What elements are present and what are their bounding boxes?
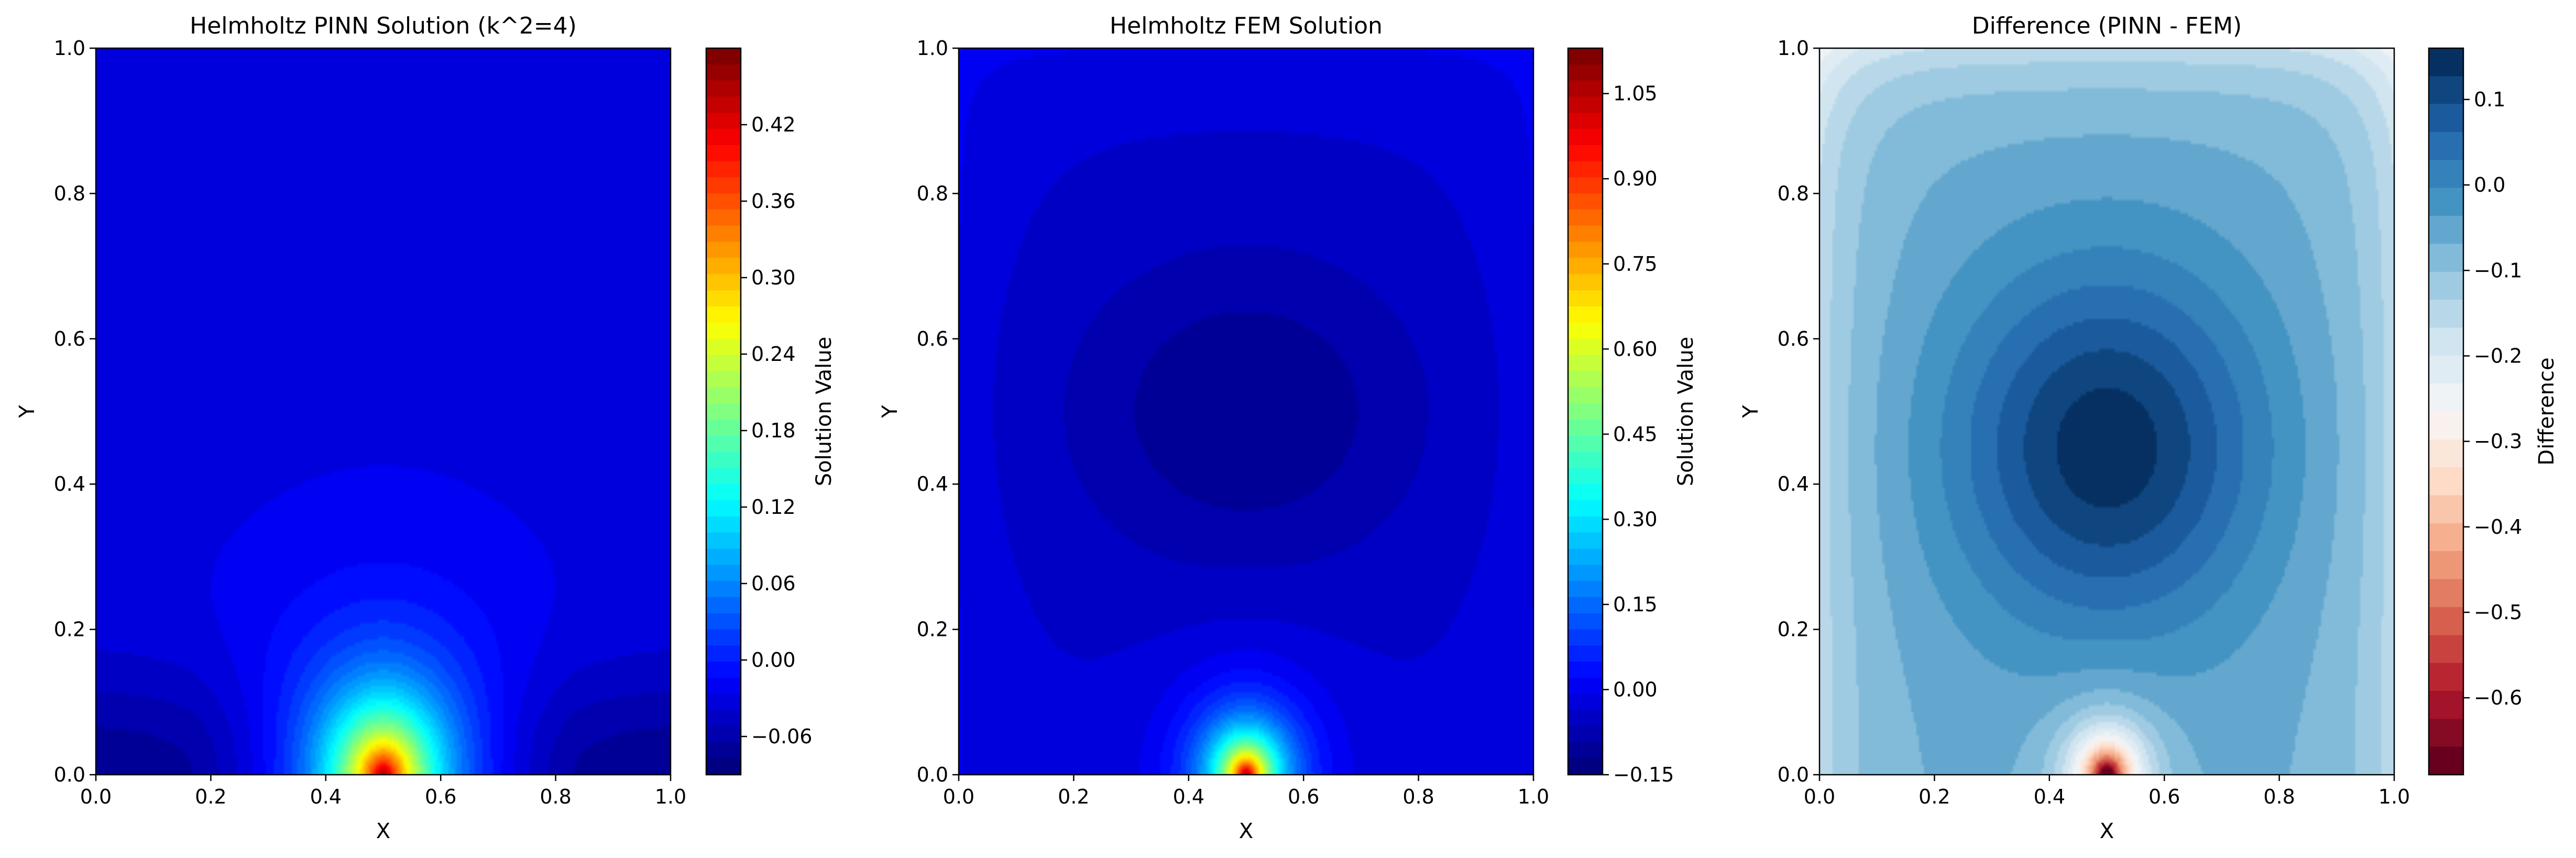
x-axis-label: X [376,819,390,843]
y-tick-label: 0.8 [917,182,948,205]
colorbar-tick-label: 0.45 [1613,423,1658,446]
x-tick-label: 0.8 [540,785,571,808]
colorbar [2429,48,2463,775]
x-tick-label: 0.2 [195,785,226,808]
x-tick-label: 0.4 [2034,785,2065,808]
y-tick-label: 1.0 [1778,37,1809,60]
x-axis-label: X [2100,819,2114,843]
y-tick-label: 0.8 [54,182,85,205]
chart-panel-1: Helmholtz PINN Solution (k^2=4) 0.0 0.2 0.4… [15,13,836,843]
colorbar-tick-label: 1.05 [1613,82,1658,105]
y-tick-label: 0.2 [1778,618,1809,641]
y-tick-label: 0.6 [917,327,948,350]
colorbar-tick-label: −0.2 [2474,344,2522,367]
colorbar-tick-label: 0.60 [1613,337,1658,360]
colorbar-tick-label: 0.0 [2474,173,2505,196]
y-tick-label: 0.0 [917,763,948,786]
colorbar [706,48,741,775]
y-tick-label: 1.0 [917,37,948,60]
x-tick-label: 1.0 [655,785,686,808]
y-axis-label: Y [878,405,902,419]
y-axis-label: Y [1739,405,1763,419]
colorbar-frame [2428,47,2464,776]
y-tick-label: 0.8 [1778,182,1809,205]
y-tick-label: 0.6 [54,327,85,350]
heatmap-field [96,48,671,775]
chart-title: Helmholtz FEM Solution [1110,13,1383,39]
colorbar [1568,48,1603,775]
colorbar-tick-label: 0.36 [751,190,796,213]
x-tick-label: 0.4 [310,785,342,808]
x-tick-label: 0.2 [1058,785,1089,808]
colorbar-tick-label: −0.15 [1613,763,1674,786]
plot-frame [958,47,1534,776]
y-tick-label: 0.6 [1778,327,1809,350]
colorbar-tick-label: 0.06 [751,572,796,595]
chart-panel-2: Helmholtz FEM Solution 0.0 0.2 0.4 0.6 0.8 1.0… [878,13,1698,843]
colorbar-tick-label: 0.00 [751,648,796,672]
colorbar-frame [705,47,742,776]
chart-title: Difference (PINN - FEM) [1972,13,2242,39]
colorbar-tick-label: −0.5 [2474,601,2522,624]
y-tick-label: 0.4 [54,472,85,496]
colorbar-tick-label: 0.75 [1613,252,1658,276]
x-axis-label: X [1239,819,1253,843]
x-tick-label: 0.6 [425,785,456,808]
colorbar-tick-label: −0.4 [2474,515,2522,538]
colorbar-tick-label: 0.90 [1613,167,1658,190]
x-tick-label: 0.8 [1402,785,1434,808]
colorbar-tick-label: −0.06 [751,725,812,748]
colorbar-frame [1567,47,1604,776]
y-tick-label: 0.0 [54,763,85,786]
colorbar-label: Solution Value [1674,337,1698,487]
x-tick-label: 0.0 [943,785,974,808]
y-tick-label: 0.2 [917,618,948,641]
plot-frame [1818,47,2395,776]
colorbar-tick-label: 0.24 [751,343,796,366]
colorbar-tick-label: 0.18 [751,419,796,442]
y-tick-label: 0.4 [1778,472,1809,496]
plot-frame [95,47,672,776]
x-tick-label: 0.0 [80,785,112,808]
x-tick-label: 0.6 [1288,785,1319,808]
y-tick-label: 0.0 [1778,763,1809,786]
x-tick-label: 0.2 [1919,785,1950,808]
chart-title: Helmholtz PINN Solution (k^2=4) [190,13,577,39]
colorbar-tick-label: 0.1 [2474,88,2505,111]
colorbar-tick-label: 0.12 [751,496,796,519]
x-tick-label: 1.0 [1518,785,1549,808]
heatmap-field [1819,48,2394,775]
heatmap-field [959,48,1533,775]
y-tick-label: 0.4 [917,472,948,496]
colorbar-tick-label: 0.15 [1613,593,1658,616]
x-tick-label: 0.4 [1173,785,1204,808]
colorbar-tick-label: −0.1 [2474,259,2522,282]
colorbar-tick-label: 0.00 [1613,678,1658,701]
chart-panel-3: Difference (PINN - FEM) 0.0 0.2 0.4 0.6 0.8 1.… [1739,13,2559,843]
colorbar-label: Solution Value [812,337,836,487]
colorbar-tick-label: 0.30 [751,266,796,289]
x-tick-label: 0.0 [1804,785,1835,808]
x-tick-label: 1.0 [2378,785,2410,808]
colorbar-tick-label: 0.42 [751,113,796,136]
colorbar-tick-label: −0.3 [2474,430,2522,453]
x-tick-label: 0.8 [2263,785,2295,808]
colorbar-label: Difference [2535,357,2559,465]
x-tick-label: 0.6 [2149,785,2180,808]
y-axis-label: Y [15,405,39,419]
colorbar-tick-label: 0.30 [1613,508,1658,531]
colorbar-tick-label: −0.6 [2474,686,2522,709]
y-tick-label: 0.2 [54,618,85,641]
y-tick-label: 1.0 [54,37,85,60]
